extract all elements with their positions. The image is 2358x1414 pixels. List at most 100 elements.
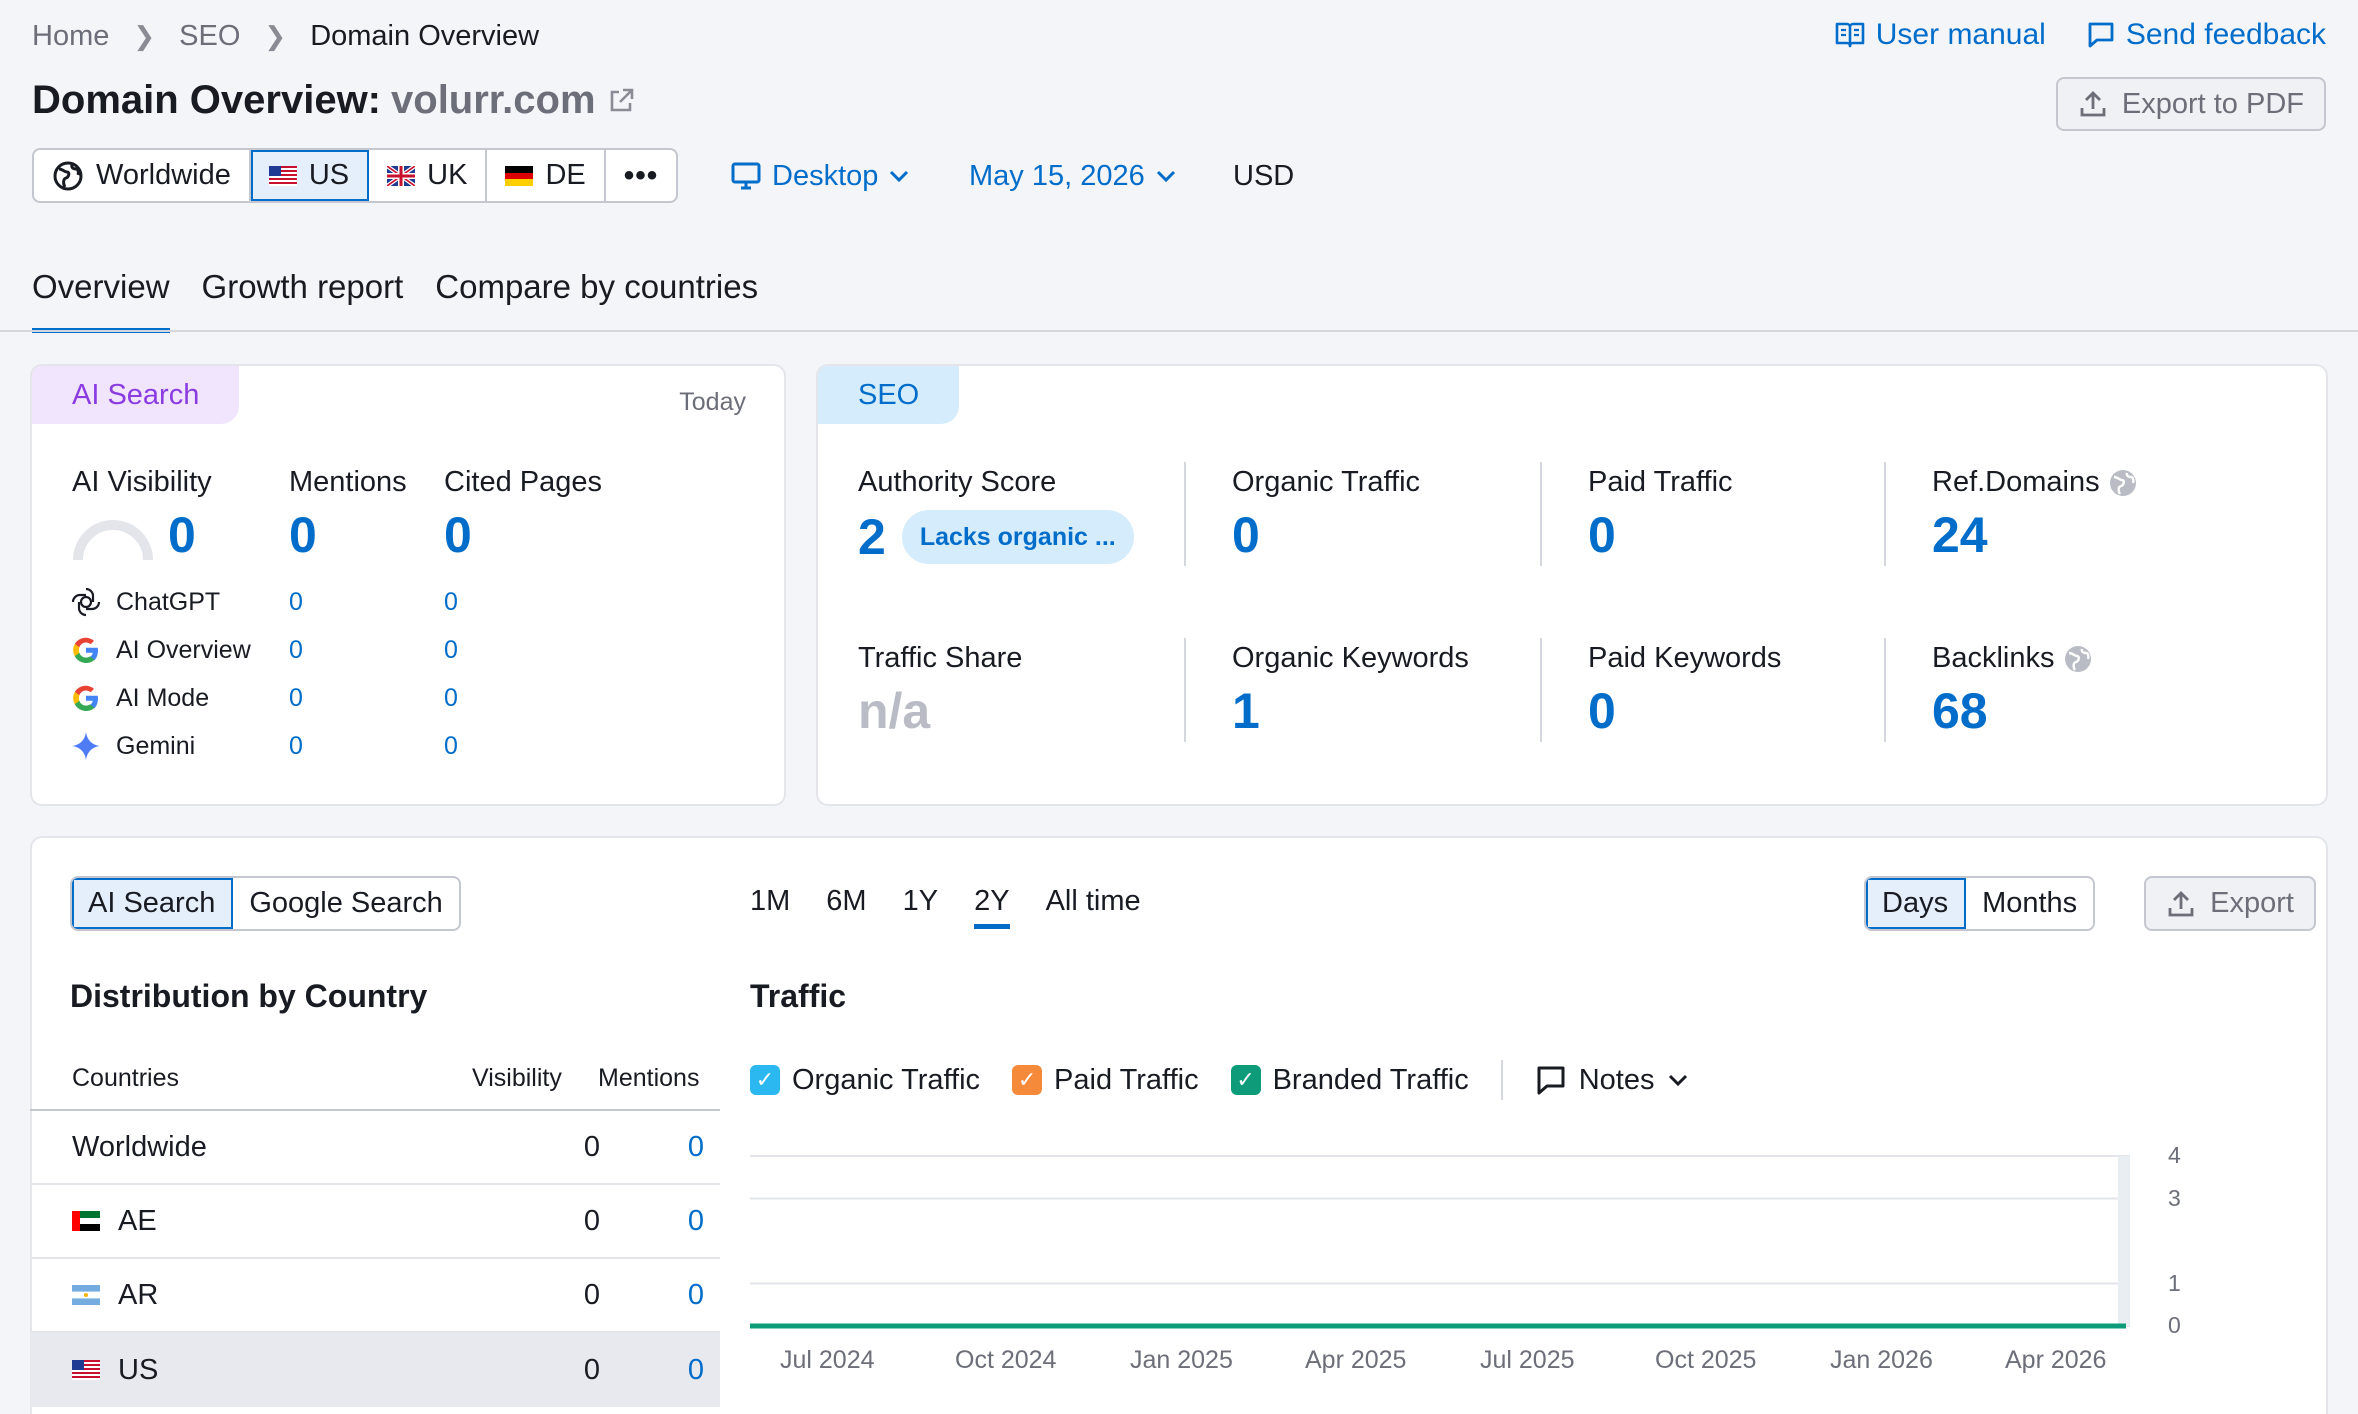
desktop-icon [731, 162, 761, 190]
region-label: US [308, 159, 350, 191]
table-row[interactable]: Worldwide 0 0 [30, 1111, 720, 1185]
ai-search-card: AI Search Today AI Visibility Mentions C… [30, 364, 786, 806]
country-visibility: 0 [583, 1130, 600, 1163]
platform-mentions[interactable]: 0 [289, 732, 303, 760]
tab-growth-report[interactable]: Growth report [201, 268, 404, 305]
authority-score: 2 Lacks organic ... [858, 508, 1134, 566]
note-icon [1537, 1066, 1565, 1095]
country-visibility: 0 [583, 1204, 600, 1237]
range-1y[interactable]: 1Y [902, 885, 939, 917]
chart-legend: ✓ Organic Traffic ✓ Paid Traffic ✓ Brand… [750, 1060, 1689, 1100]
region-uk[interactable]: UK [369, 150, 488, 201]
more-regions-button[interactable]: ••• [606, 150, 677, 201]
platform-mentions[interactable]: 0 [289, 684, 303, 712]
platform-cited[interactable]: 0 [444, 636, 458, 664]
range-2y[interactable]: 2Y [974, 885, 1010, 929]
organic-keywords-value[interactable]: 1 [1232, 683, 1260, 739]
platform-cited[interactable]: 0 [444, 684, 458, 712]
date-dropdown[interactable]: May 15, 2026 [969, 150, 1177, 202]
tab-overview[interactable]: Overview [32, 268, 170, 333]
backlinks-value[interactable]: 68 [1932, 683, 1988, 739]
external-link-icon[interactable] [606, 86, 636, 116]
col-countries: Countries [72, 1064, 179, 1092]
authority-score-value[interactable]: 2 [858, 509, 886, 565]
cited-pages-value[interactable]: 0 [444, 507, 472, 563]
traffic-share-value: n/a [858, 683, 931, 739]
country-mentions[interactable]: 0 [687, 1204, 704, 1237]
range-all-time[interactable]: All time [1045, 885, 1141, 917]
legend-label: Paid Traffic [1054, 1063, 1199, 1096]
notes-dropdown[interactable]: Notes [1535, 1064, 1689, 1097]
legend-label: Branded Traffic [1272, 1063, 1469, 1096]
ai-visibility-value[interactable]: 0 [168, 507, 196, 563]
platform-mentions[interactable]: 0 [289, 636, 303, 664]
current-period-band [2118, 1156, 2130, 1326]
us-flag-icon [268, 165, 297, 186]
mentions-label: Mentions [289, 466, 407, 498]
ai-search-badge: AI Search [32, 366, 240, 424]
ref-domains-value[interactable]: 24 [1932, 507, 1988, 563]
chevron-right-icon: ❯ [133, 21, 156, 51]
country-mentions[interactable]: 0 [687, 1353, 704, 1386]
upload-icon [2168, 890, 2194, 916]
legend-paid-traffic[interactable]: ✓ Paid Traffic [1012, 1064, 1199, 1097]
cited-pages-label: Cited Pages [444, 466, 602, 498]
toggle-days[interactable]: Days [1866, 878, 1967, 929]
country-mentions[interactable]: 0 [687, 1130, 704, 1163]
platform-cited[interactable]: 0 [444, 588, 458, 616]
device-dropdown[interactable]: Desktop [730, 150, 910, 202]
country-mentions[interactable]: 0 [687, 1278, 704, 1311]
legend-organic-traffic[interactable]: ✓ Organic Traffic [750, 1064, 980, 1097]
y-tick-label: 1 [2168, 1269, 2181, 1296]
globe-icon [2109, 469, 2136, 496]
range-6m[interactable]: 6M [826, 885, 867, 917]
organic-traffic-value[interactable]: 0 [1232, 507, 1260, 563]
breadcrumb-seo[interactable]: SEO [179, 20, 241, 52]
region-worldwide[interactable]: Worldwide [34, 150, 251, 201]
user-manual-link[interactable]: User manual [1834, 18, 2046, 52]
toggle-google-search[interactable]: Google Search [249, 887, 443, 919]
organic-keywords-label: Organic Keywords [1232, 642, 1469, 674]
lacks-organic-pill[interactable]: Lacks organic ... [901, 510, 1134, 564]
traffic-chart[interactable] [750, 1140, 2150, 1340]
region-us[interactable]: US [250, 150, 370, 201]
toggle-ai-search[interactable]: AI Search [72, 878, 234, 929]
region-de[interactable]: DE [487, 150, 606, 201]
legend-label: Organic Traffic [792, 1063, 981, 1096]
globe-icon [2064, 645, 2091, 672]
traffic-title: Traffic [750, 978, 847, 1014]
platform-name: AI Mode [116, 683, 210, 712]
ae-flag-icon [72, 1211, 100, 1231]
platform-row-ai-mode: AI Mode [70, 682, 209, 714]
mentions-value[interactable]: 0 [289, 507, 317, 563]
table-row[interactable]: AR 0 0 [30, 1259, 720, 1333]
paid-keywords-value[interactable]: 0 [1588, 683, 1616, 739]
tab-compare-by-countries[interactable]: Compare by countries [435, 268, 759, 305]
country-name: AE [118, 1204, 157, 1237]
send-feedback-link[interactable]: Send feedback [2086, 18, 2326, 52]
x-tick-label: Jul 2024 [780, 1346, 875, 1374]
chatgpt-icon [71, 587, 101, 617]
upload-icon [2080, 91, 2106, 117]
breadcrumb-home[interactable]: Home [32, 20, 110, 52]
table-row-selected[interactable]: US 0 0 [30, 1333, 720, 1407]
range-1m[interactable]: 1M [750, 885, 791, 917]
granularity-toggle: Days Months [1864, 876, 2096, 931]
table-row[interactable]: AE 0 0 [30, 1185, 720, 1259]
export-button[interactable]: Export [2144, 876, 2316, 931]
organic-traffic-label: Organic Traffic [1232, 466, 1421, 498]
backlinks-label: Backlinks [1932, 642, 2055, 674]
x-tick-label: Jan 2026 [1830, 1346, 1933, 1374]
platform-cited[interactable]: 0 [444, 732, 458, 760]
ai-visibility-label: AI Visibility [72, 466, 212, 498]
platform-mentions[interactable]: 0 [289, 588, 303, 616]
backlinks-header: Backlinks [1932, 642, 2093, 675]
time-range-selector: 1M 6M 1Y 2Y All time [750, 885, 1141, 929]
tab-bar: Overview Growth report Compare by countr… [32, 268, 758, 333]
chevron-down-icon [890, 170, 909, 183]
export-pdf-button[interactable]: Export to PDF [2055, 77, 2326, 131]
chevron-right-icon: ❯ [264, 21, 287, 51]
toggle-months[interactable]: Months [1982, 887, 2078, 919]
legend-branded-traffic[interactable]: ✓ Branded Traffic [1230, 1063, 1469, 1097]
paid-traffic-value[interactable]: 0 [1588, 507, 1616, 563]
